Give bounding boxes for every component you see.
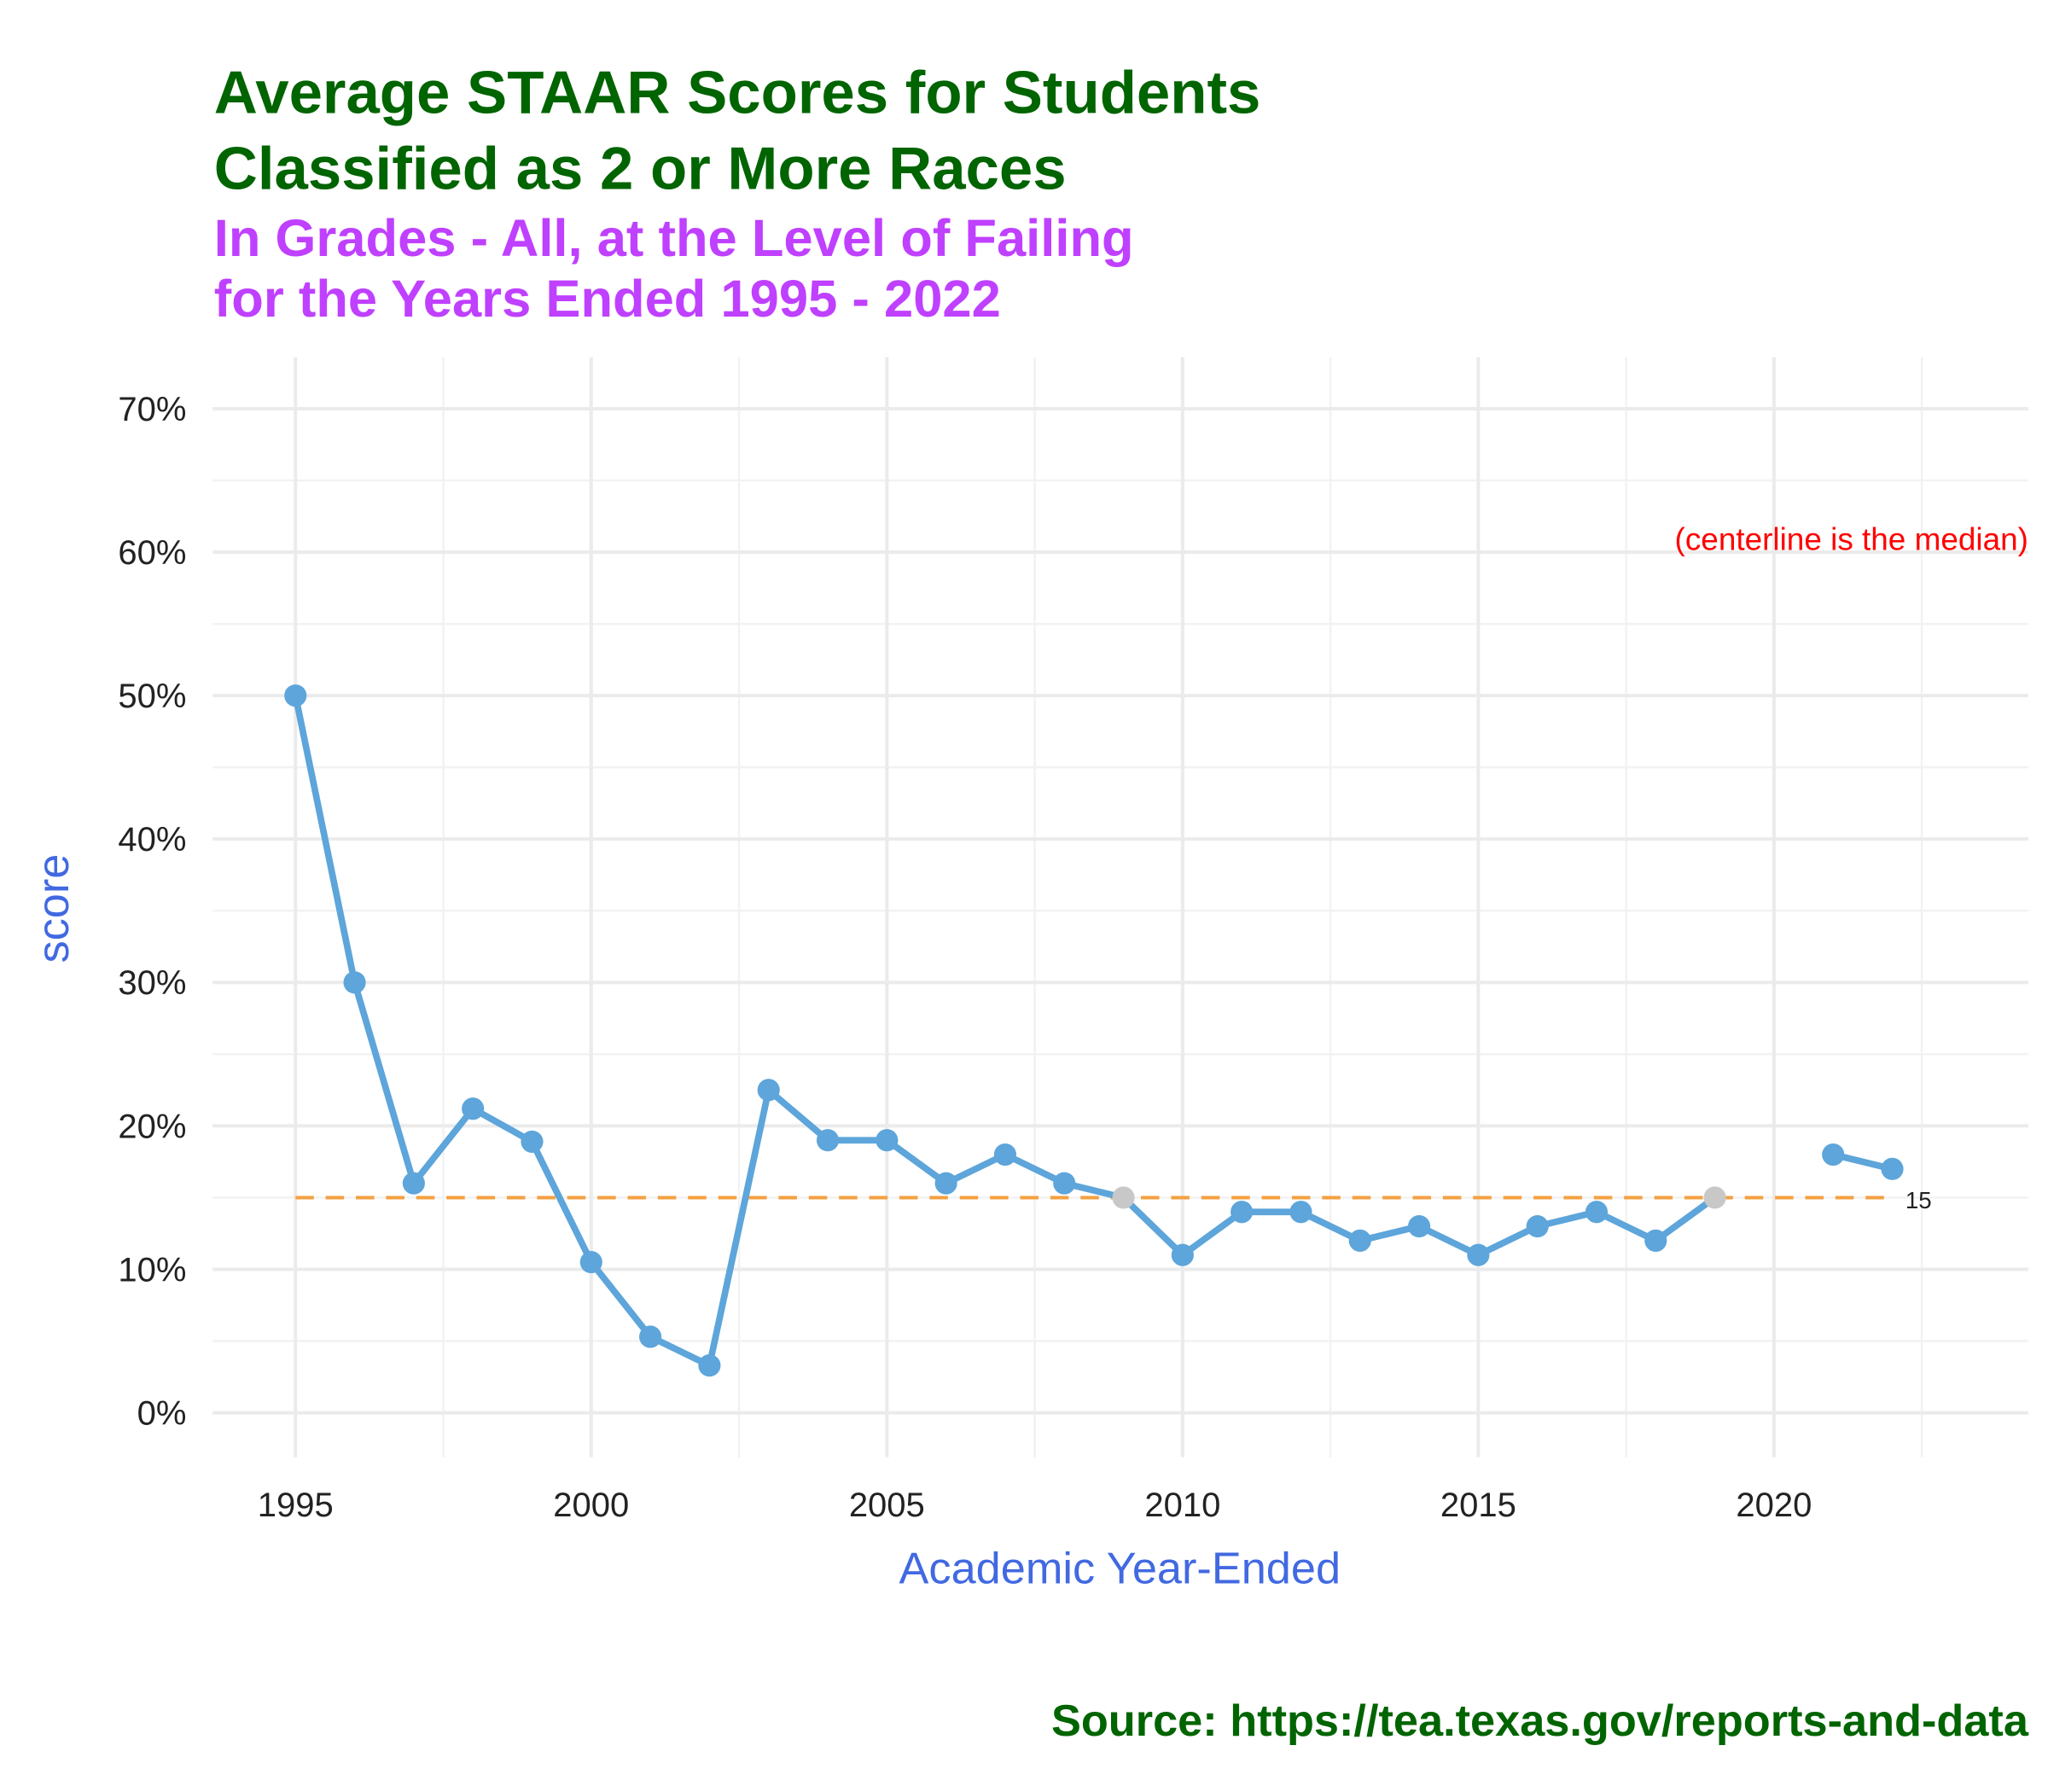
y-tick-label: 40% — [118, 821, 186, 858]
data-point — [343, 971, 366, 994]
data-point — [1231, 1201, 1254, 1224]
data-point — [1526, 1214, 1549, 1238]
y-tick-label: 50% — [118, 678, 186, 715]
data-point — [1881, 1157, 1904, 1180]
chart-title: Average STAAR Scores for Students — [214, 58, 1261, 125]
data-point — [1407, 1214, 1431, 1238]
data-point — [816, 1129, 840, 1152]
data-point — [1112, 1186, 1135, 1209]
chart-title: Classified as 2 or More Races — [214, 135, 1067, 202]
data-point — [579, 1251, 602, 1274]
x-tick-label: 2020 — [1736, 1487, 1812, 1524]
y-tick-label: 30% — [118, 964, 186, 1002]
data-point — [521, 1130, 544, 1153]
data-point — [1644, 1229, 1667, 1252]
plot-area: 0% 10% 20% 30% 40% 50% 60% 70% 1995 2000 2005 2010 2… — [118, 357, 2028, 1524]
data-point — [402, 1172, 425, 1195]
y-tick-label: 10% — [118, 1251, 186, 1289]
data-point — [934, 1172, 957, 1195]
chart-subtitle: for the Years Ended 1995 - 2022 — [214, 270, 1001, 329]
data-point — [1171, 1243, 1194, 1266]
data-point — [1467, 1243, 1490, 1266]
data-point — [1703, 1186, 1726, 1209]
data-point — [462, 1097, 485, 1120]
data-point — [284, 684, 307, 707]
data-point — [993, 1143, 1017, 1167]
data-point — [1053, 1172, 1076, 1195]
x-tick-label: 2000 — [553, 1487, 629, 1524]
y-tick-label: 70% — [118, 391, 186, 428]
data-point — [1348, 1229, 1371, 1252]
y-tick-label: 0% — [137, 1394, 187, 1432]
x-tick-label: 2015 — [1440, 1487, 1516, 1524]
source-note: Source: https://tea.texas.gov/reports-an… — [1051, 1696, 2029, 1746]
x-tick-label: 2005 — [849, 1487, 925, 1524]
x-tick-label: 2010 — [1144, 1487, 1220, 1524]
annotation: (centerline is the median) — [1675, 522, 2028, 557]
data-point — [698, 1354, 721, 1377]
y-tick-label: 60% — [118, 534, 186, 572]
data-point — [1585, 1201, 1609, 1224]
x-tick-label: 1995 — [258, 1487, 334, 1524]
x-axis-title: Academic Year-Ended — [899, 1544, 1341, 1593]
chart-subtitle: In Grades - All, at the Level of Failing — [214, 209, 1134, 268]
y-axis-title: score — [29, 854, 79, 963]
median-label: 15 — [1905, 1187, 1932, 1213]
data-point — [1822, 1143, 1845, 1167]
data-point — [1289, 1201, 1312, 1224]
y-tick-label: 20% — [118, 1108, 186, 1145]
data-point — [757, 1079, 780, 1102]
data-point — [876, 1129, 899, 1152]
data-point — [639, 1325, 662, 1348]
